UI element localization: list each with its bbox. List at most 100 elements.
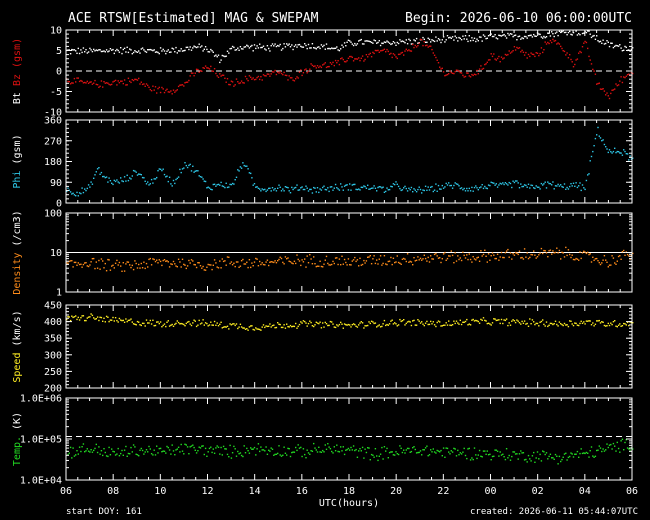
data-point-speed-s0 xyxy=(566,324,568,326)
data-point-density-s0 xyxy=(523,248,526,250)
data-point-phi-s0 xyxy=(139,173,141,175)
data-point-mag-s0 xyxy=(87,51,90,53)
data-point-density-s0 xyxy=(184,264,186,266)
data-point-phi-s0 xyxy=(311,192,314,194)
data-point-mag-s0 xyxy=(125,51,127,53)
data-point-phi-s0 xyxy=(350,189,352,191)
data-point-density-s0 xyxy=(607,266,609,268)
data-point-mag-s1 xyxy=(279,71,281,73)
data-point-mag-s1 xyxy=(174,91,176,93)
data-point-temp-s0 xyxy=(388,451,391,454)
data-point-speed-s0 xyxy=(127,319,130,322)
data-point-temp-s0 xyxy=(332,452,334,454)
data-point-density-s0 xyxy=(86,265,88,267)
data-point-mag-s0 xyxy=(477,40,479,42)
data-point-density-s0 xyxy=(448,255,450,257)
data-point-density-s0 xyxy=(171,263,173,266)
data-point-phi-s0 xyxy=(104,176,106,179)
data-point-mag-s1 xyxy=(183,85,185,87)
data-point-mag-s0 xyxy=(614,45,616,48)
data-point-temp-s0 xyxy=(543,451,545,453)
data-point-temp-s0 xyxy=(412,447,414,449)
data-point-phi-s0 xyxy=(239,166,242,168)
data-point-temp-s0 xyxy=(135,453,137,455)
data-point-density-s0 xyxy=(368,256,370,258)
data-point-mag-s0 xyxy=(368,40,370,42)
data-point-phi-s0 xyxy=(94,174,96,176)
data-point-temp-s0 xyxy=(448,451,450,453)
data-point-speed-s0 xyxy=(189,323,191,325)
data-point-mag-s0 xyxy=(364,40,366,42)
data-point-mag-s0 xyxy=(78,52,81,55)
data-point-phi-s0 xyxy=(517,182,519,184)
data-point-mag-s1 xyxy=(565,54,567,56)
data-point-mag-s1 xyxy=(288,75,290,77)
data-point-mag-s1 xyxy=(386,48,388,51)
data-point-phi-s0 xyxy=(394,183,396,186)
data-point-density-s0 xyxy=(94,267,96,270)
data-point-speed-s0 xyxy=(616,326,618,328)
data-point-mag-s1 xyxy=(126,84,128,86)
data-point-phi-s0 xyxy=(395,181,397,183)
data-point-density-s0 xyxy=(71,260,73,262)
data-point-temp-s0 xyxy=(329,448,332,450)
data-point-speed-s0 xyxy=(392,323,395,325)
data-point-temp-s0 xyxy=(86,448,88,450)
data-point-phi-s0 xyxy=(175,178,177,181)
data-point-mag-s1 xyxy=(185,81,187,83)
data-point-density-s0 xyxy=(179,261,181,263)
data-point-density-s0 xyxy=(469,258,472,261)
data-point-mag-s0 xyxy=(181,50,184,52)
data-point-temp-s0 xyxy=(352,445,355,447)
data-point-phi-s0 xyxy=(431,185,433,188)
x-tick-label-4: 14 xyxy=(249,486,261,497)
data-point-mag-s0 xyxy=(138,50,140,52)
data-point-mag-s0 xyxy=(365,40,368,42)
data-point-mag-s0 xyxy=(575,30,577,32)
data-point-phi-s0 xyxy=(561,185,563,188)
data-point-mag-s0 xyxy=(472,39,474,42)
data-point-speed-s0 xyxy=(188,320,190,323)
data-point-speed-s0 xyxy=(91,314,94,317)
y-tick-label-mag-0: 10 xyxy=(50,26,62,37)
data-point-mag-s0 xyxy=(159,47,162,49)
data-point-temp-s0 xyxy=(364,448,366,450)
data-point-temp-s0 xyxy=(149,448,151,450)
data-point-phi-s0 xyxy=(388,188,391,191)
data-point-temp-s0 xyxy=(472,458,474,461)
data-point-temp-s0 xyxy=(234,448,236,450)
data-point-mag-s1 xyxy=(296,76,298,78)
data-point-mag-s1 xyxy=(270,73,272,75)
data-point-mag-s0 xyxy=(231,45,234,48)
data-point-density-s0 xyxy=(496,253,499,255)
data-point-phi-s0 xyxy=(566,186,568,189)
data-point-phi-s0 xyxy=(274,188,276,190)
data-point-temp-s0 xyxy=(126,455,128,457)
data-point-mag-s0 xyxy=(390,43,392,46)
data-point-temp-s0 xyxy=(523,459,526,461)
data-point-mag-s1 xyxy=(363,60,365,62)
data-point-speed-s0 xyxy=(484,319,486,322)
data-point-mag-s0 xyxy=(76,52,78,54)
data-point-temp-s0 xyxy=(495,449,497,451)
data-point-temp-s0 xyxy=(374,448,377,450)
data-point-speed-s0 xyxy=(391,319,393,321)
data-point-mag-s1 xyxy=(346,60,348,62)
data-point-speed-s0 xyxy=(612,321,615,323)
data-point-mag-s1 xyxy=(71,82,73,84)
data-point-density-s0 xyxy=(242,258,244,261)
data-point-density-s0 xyxy=(534,254,536,256)
data-point-mag-s0 xyxy=(234,49,236,51)
data-point-temp-s0 xyxy=(466,457,468,460)
data-point-mag-s0 xyxy=(347,39,350,41)
data-point-mag-s0 xyxy=(256,45,258,47)
data-point-phi-s0 xyxy=(624,150,626,153)
data-point-mag-s1 xyxy=(337,60,339,62)
data-point-speed-s0 xyxy=(587,320,589,322)
data-point-phi-s0 xyxy=(535,185,537,187)
data-point-temp-s0 xyxy=(377,459,379,462)
data-point-temp-s0 xyxy=(485,453,487,455)
data-point-mag-s1 xyxy=(177,85,180,88)
data-point-phi-s0 xyxy=(412,191,414,193)
data-point-speed-s0 xyxy=(520,323,522,325)
